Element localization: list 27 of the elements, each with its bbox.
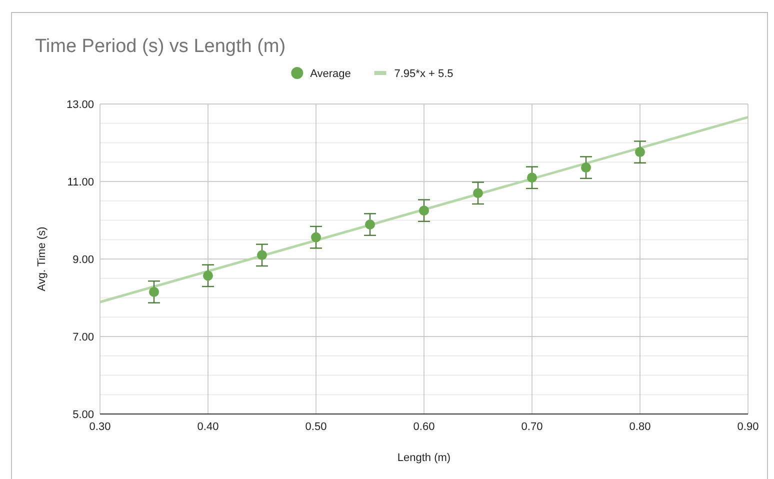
point — [149, 286, 159, 297]
point — [527, 172, 537, 183]
point — [635, 147, 645, 158]
point — [257, 250, 267, 260]
point — [365, 220, 375, 230]
point — [203, 270, 213, 281]
y-tick-label: 13.00 — [66, 99, 94, 111]
x-tick-label: 0.50 — [305, 421, 327, 433]
point — [311, 232, 321, 242]
point — [419, 206, 429, 216]
y-tick-label: 5.00 — [72, 409, 94, 421]
x-tick-label: 0.80 — [629, 421, 651, 433]
x-tick-label: 0.30 — [89, 421, 111, 433]
x-tick-label: 0.60 — [413, 421, 435, 433]
y-tick-label: 7.00 — [72, 332, 94, 344]
x-tick-label: 0.70 — [521, 421, 543, 433]
x-tick-label: 0.40 — [197, 421, 219, 433]
point — [581, 162, 591, 173]
y-tick-label: 11.00 — [67, 176, 94, 188]
x-axis-title: Length (m) — [397, 452, 451, 464]
chart-title: Time Period (s) vs Length (m) — [35, 36, 286, 57]
y-tick-label: 9.00 — [72, 254, 94, 266]
point — [473, 188, 483, 198]
x-tick-label: 0.90 — [737, 421, 759, 433]
y-axis-title: Avg. Time (s) — [36, 226, 48, 292]
legend-label: 7.95*x + 5.5 — [394, 68, 454, 80]
legend-label: Average — [310, 68, 351, 80]
